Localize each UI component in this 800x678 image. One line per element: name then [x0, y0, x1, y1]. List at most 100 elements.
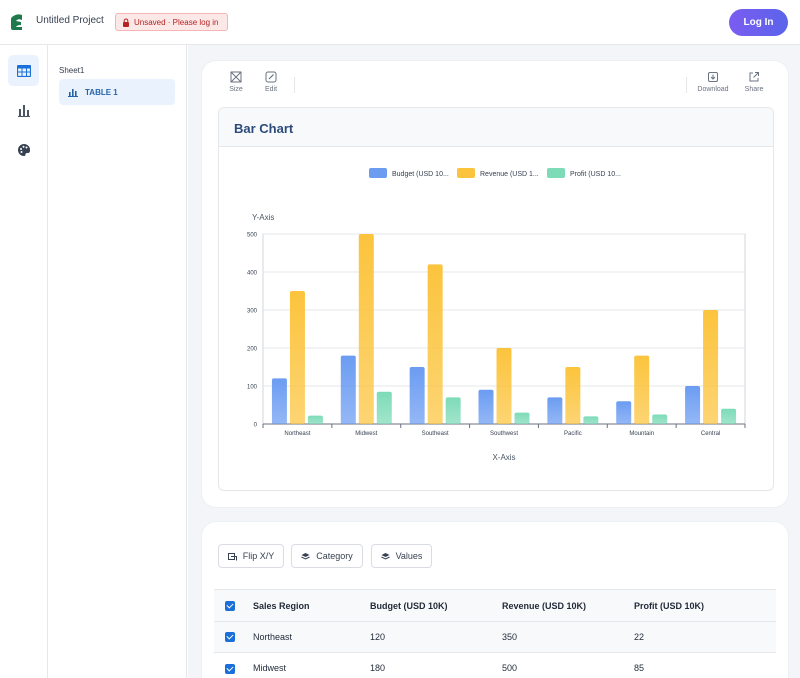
rail-item-table[interactable] [8, 55, 39, 86]
header-profit[interactable]: Profit (USD 10K) [634, 589, 776, 622]
header-revenue[interactable]: Revenue (USD 10K) [502, 589, 634, 622]
bar-profit [721, 408, 737, 424]
cell-revenue[interactable]: 350 [502, 621, 634, 653]
bar-budget [547, 397, 563, 424]
row-checkbox[interactable] [214, 652, 238, 678]
cell-region[interactable]: Northeast [238, 621, 370, 653]
select-all-checkbox[interactable] [214, 589, 238, 622]
bar-chart-icon [17, 105, 30, 117]
app-logo-icon[interactable] [10, 13, 24, 31]
chart-header: Bar Chart [219, 108, 773, 147]
legend-label-1: Revenue (USD 1... [480, 171, 539, 178]
bar-budget [616, 401, 632, 424]
cell-budget[interactable]: 120 [370, 621, 502, 653]
header-sales-region[interactable]: Sales Region [238, 589, 370, 622]
unsaved-label: Unsaved · Please log in [134, 17, 219, 27]
y-tick-label: 200 [247, 347, 258, 353]
x-axis-label: X-Axis [492, 453, 515, 462]
resize-icon [230, 71, 242, 83]
top-header: Untitled Project Unsaved · Please log in… [0, 0, 800, 45]
values-button[interactable]: Values [371, 544, 432, 568]
y-axis-label: Y-Axis [252, 213, 274, 222]
legend-swatch-0 [369, 168, 387, 178]
cell-budget[interactable]: 180 [370, 652, 502, 678]
rail-item-chart[interactable] [8, 95, 39, 126]
checkbox-checked-icon [225, 632, 235, 643]
login-button[interactable]: Log In [729, 9, 788, 36]
data-table: Sales Region Budget (USD 10K) Revenue (U… [214, 589, 776, 678]
lock-icon [123, 18, 129, 27]
y-tick-label: 300 [247, 309, 258, 315]
x-tick-label: Midwest [355, 431, 377, 437]
header-budget[interactable]: Budget (USD 10K) [370, 589, 502, 622]
layers-icon [380, 552, 390, 560]
row-checkbox[interactable] [214, 621, 238, 653]
legend-label-0: Budget (USD 10... [392, 171, 449, 178]
edit-button[interactable]: Edit [254, 71, 288, 93]
x-tick-label: Central [701, 431, 720, 437]
flip-label: Flip X/Y [242, 551, 275, 561]
edit-label: Edit [264, 86, 278, 93]
bar-revenue [358, 234, 374, 424]
unsaved-badge: Unsaved · Please log in [115, 13, 228, 31]
table-row: Northeast 120 350 22 [214, 621, 776, 653]
size-button[interactable]: Size [219, 71, 253, 93]
bar-profit [307, 415, 323, 424]
bar-revenue [427, 264, 443, 424]
cell-region[interactable]: Midwest [238, 652, 370, 678]
bar-revenue [703, 310, 719, 424]
download-button[interactable]: Download [696, 71, 730, 93]
flip-icon [227, 552, 237, 560]
bar-chart-small-icon [68, 88, 78, 97]
bar-revenue [634, 355, 650, 424]
bar-budget [409, 367, 425, 424]
cell-profit[interactable]: 85 [634, 652, 776, 678]
table-header-row: Sales Region Budget (USD 10K) Revenue (U… [214, 589, 776, 622]
cell-profit[interactable]: 22 [634, 621, 776, 653]
layers-icon [301, 552, 310, 560]
x-tick-label: Northeast [284, 431, 310, 437]
bar-budget [271, 378, 287, 424]
checkbox-checked-icon [225, 600, 235, 611]
chart-panel: Bar Chart Budget (USD 10... Revenue (USD … [218, 107, 774, 491]
category-label: Category [316, 551, 353, 561]
flip-xy-button[interactable]: Flip X/Y [218, 544, 284, 568]
left-rail [0, 45, 48, 678]
checkbox-checked-icon [225, 663, 235, 674]
bar-profit [445, 397, 461, 424]
bar-profit [652, 414, 668, 424]
legend-label-2: Profit (USD 10... [570, 171, 621, 178]
chart-title: Bar Chart [234, 121, 294, 136]
sheet-name[interactable]: Sheet1 [59, 66, 85, 75]
toolbar-divider-right [686, 77, 687, 93]
share-icon [749, 72, 759, 82]
share-button[interactable]: Share [737, 71, 771, 93]
download-label: Download [697, 86, 729, 93]
rail-item-theme[interactable] [8, 134, 39, 165]
project-title[interactable]: Untitled Project [36, 15, 104, 26]
cell-revenue[interactable]: 500 [502, 652, 634, 678]
table-row: Midwest 180 500 85 [214, 652, 776, 678]
main-area: Size Edit Download Share [188, 45, 800, 678]
x-tick-label: Southwest [490, 431, 518, 437]
edit-icon [265, 71, 277, 83]
y-tick-label: 400 [247, 271, 258, 277]
download-icon [708, 72, 718, 82]
sheets-panel: Sheet1 TABLE 1 [48, 45, 187, 678]
bar-profit [514, 412, 530, 424]
x-tick-label: Pacific [564, 431, 582, 437]
bar-budget [340, 355, 356, 424]
bar-budget [685, 386, 701, 424]
table-item-label: TABLE 1 [85, 87, 118, 97]
palette-icon [17, 143, 30, 156]
chart-card: Size Edit Download Share [202, 61, 788, 507]
table-card: Flip X/Y Category Values Sales Region Bu… [202, 522, 788, 678]
values-label: Values [395, 551, 423, 561]
x-tick-label: Mountain [629, 431, 654, 437]
table-icon [16, 64, 31, 77]
y-tick-label: 500 [247, 233, 258, 239]
share-label: Share [744, 86, 764, 93]
sheet-item-table-1[interactable]: TABLE 1 [59, 79, 175, 105]
category-button[interactable]: Category [291, 544, 363, 568]
y-tick-label: 100 [247, 385, 258, 391]
